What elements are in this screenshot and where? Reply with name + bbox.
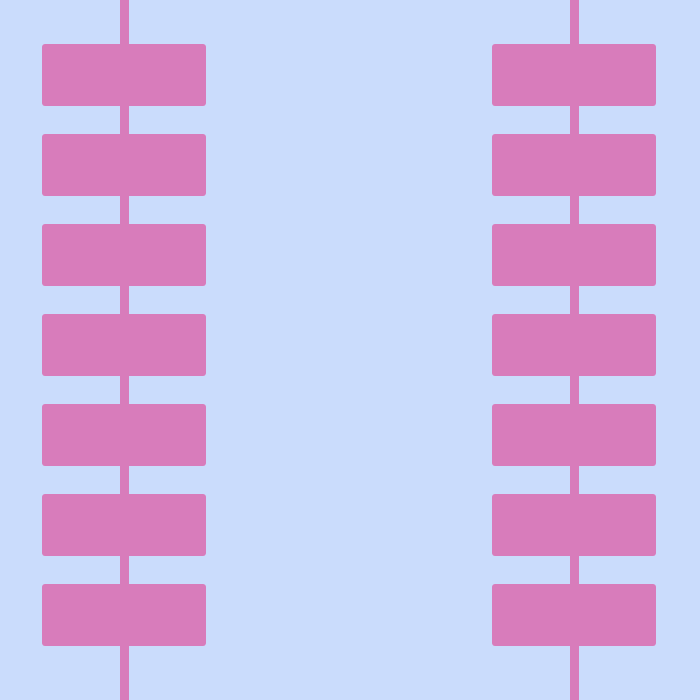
left-block-column bbox=[42, 44, 206, 646]
left-block bbox=[42, 404, 206, 466]
right-block bbox=[492, 494, 656, 556]
left-block bbox=[42, 584, 206, 646]
left-block bbox=[42, 314, 206, 376]
right-block bbox=[492, 584, 656, 646]
left-block bbox=[42, 44, 206, 106]
right-block bbox=[492, 134, 656, 196]
left-block bbox=[42, 224, 206, 286]
right-block bbox=[492, 224, 656, 286]
right-block bbox=[492, 314, 656, 376]
right-block-column bbox=[492, 44, 656, 646]
right-block bbox=[492, 44, 656, 106]
left-block bbox=[42, 134, 206, 196]
left-block bbox=[42, 494, 206, 556]
right-block bbox=[492, 404, 656, 466]
